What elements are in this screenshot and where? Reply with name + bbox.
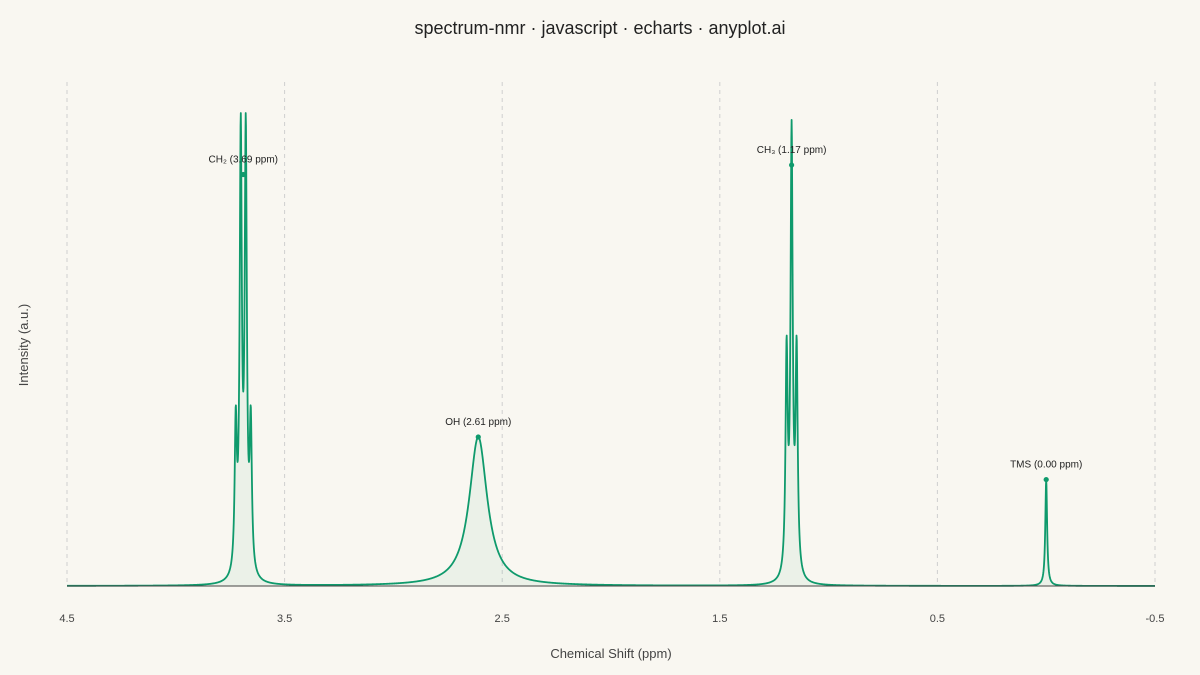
spectrum-line bbox=[66, 112, 1156, 587]
x-tick-label: 0.5 bbox=[930, 613, 945, 625]
x-tick-label: 1.5 bbox=[712, 613, 727, 625]
x-axis-label: Chemical Shift (ppm) bbox=[550, 646, 671, 661]
peak-marker bbox=[240, 171, 246, 178]
peak-marker bbox=[475, 434, 481, 440]
peak-label: OH (2.61 ppm) bbox=[445, 417, 511, 428]
peak-label: CH₂ (3.69 ppm) bbox=[209, 154, 278, 165]
peak-label: TMS (0.00 ppm) bbox=[1010, 460, 1082, 471]
grid-lines bbox=[66, 82, 1156, 586]
peak-marker bbox=[789, 162, 795, 168]
x-tick-label: 3.5 bbox=[277, 613, 292, 625]
spectrum-line-group bbox=[66, 112, 1156, 587]
spectrum-area-group bbox=[67, 113, 1155, 586]
x-tick-label: 2.5 bbox=[495, 613, 510, 625]
peak-label: CH₃ (1.17 ppm) bbox=[757, 145, 827, 156]
peak-marker bbox=[1043, 476, 1049, 483]
x-tick-label: -0.5 bbox=[1146, 613, 1165, 625]
x-tick-label: 4.5 bbox=[59, 613, 74, 625]
chart-title: spectrum-nmr · javascript · echarts · an… bbox=[414, 18, 785, 38]
peak-annotations: CH₂ (3.69 ppm) OH (2.61 ppm) CH₃ (1.17 ppm… bbox=[209, 145, 1082, 483]
spectrum-area bbox=[67, 113, 1155, 586]
y-axis-label: Intensity (a.u.) bbox=[16, 304, 31, 386]
x-tick-labels: 4.5 3.5 2.5 1.5 0.5 -0.5 bbox=[59, 613, 1164, 625]
